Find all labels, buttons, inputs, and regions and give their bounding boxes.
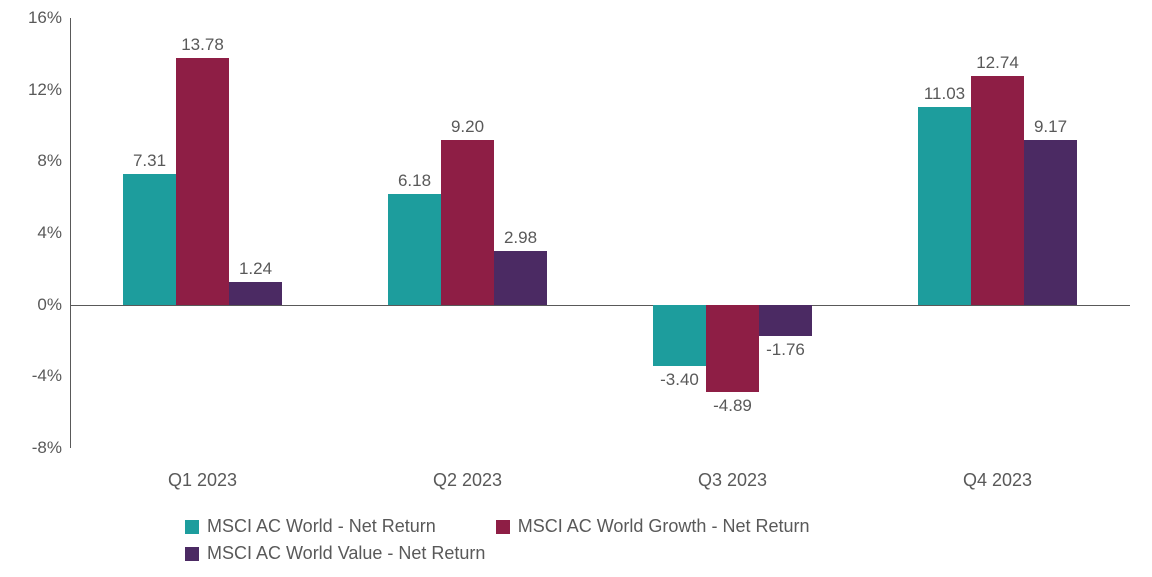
bar: [123, 174, 176, 305]
y-axis: [70, 18, 71, 448]
y-tick-label: 4%: [37, 223, 70, 243]
legend: MSCI AC World - Net Return MSCI AC World …: [185, 516, 985, 564]
y-tick-label: 0%: [37, 295, 70, 315]
legend-item: MSCI AC World Growth - Net Return: [496, 516, 810, 537]
bar: [706, 305, 759, 393]
bar-value-label: 2.98: [504, 228, 537, 248]
x-axis-zero-line: [70, 305, 1130, 306]
plot-area: -8%-4%0%4%8%12%16%Q1 20237.3113.781.24Q2…: [70, 18, 1130, 448]
bar-value-label: -3.40: [660, 370, 699, 390]
legend-label: MSCI AC World Value - Net Return: [207, 543, 485, 564]
bar: [759, 305, 812, 337]
x-category-label: Q3 2023: [698, 470, 767, 491]
y-tick-label: 12%: [28, 80, 70, 100]
y-tick-label: 8%: [37, 151, 70, 171]
bar-value-label: 11.03: [924, 84, 965, 104]
bar: [441, 140, 494, 305]
quarterly-returns-chart: -8% -4% 0% 4% 8% 12% 16% Q1 2023 7.31 13.78 1.24 Q2…: [0, 0, 1152, 577]
bar-value-label: -4.89: [713, 396, 752, 416]
bar: [971, 76, 1024, 304]
legend-swatch: [185, 547, 199, 561]
y-tick-label: -4%: [32, 366, 70, 386]
bar-value-label: 7.31: [133, 151, 166, 171]
bar-value-label: 13.78: [181, 35, 224, 55]
bar-value-label: -1.76: [766, 340, 805, 360]
bar-value-label: 12.74: [976, 53, 1019, 73]
legend-label: MSCI AC World Growth - Net Return: [518, 516, 810, 537]
bar: [653, 305, 706, 366]
x-category-label: Q1 2023: [168, 470, 237, 491]
bar: [388, 194, 441, 305]
legend-swatch: [185, 520, 199, 534]
legend-item: MSCI AC World - Net Return: [185, 516, 436, 537]
bar: [918, 107, 971, 305]
bar: [1024, 140, 1077, 304]
x-category-label: Q2 2023: [433, 470, 502, 491]
bar: [494, 251, 547, 304]
legend-item: MSCI AC World Value - Net Return: [185, 543, 485, 564]
bar-value-label: 9.17: [1034, 117, 1067, 137]
x-category-label: Q4 2023: [963, 470, 1032, 491]
bar-value-label: 6.18: [398, 171, 431, 191]
y-tick-label: -8%: [32, 438, 70, 458]
bar: [176, 58, 229, 305]
legend-label: MSCI AC World - Net Return: [207, 516, 436, 537]
legend-swatch: [496, 520, 510, 534]
y-tick-label: 16%: [28, 8, 70, 28]
bar: [229, 282, 282, 304]
bar-value-label: 1.24: [239, 259, 272, 279]
bar-value-label: 9.20: [451, 117, 484, 137]
